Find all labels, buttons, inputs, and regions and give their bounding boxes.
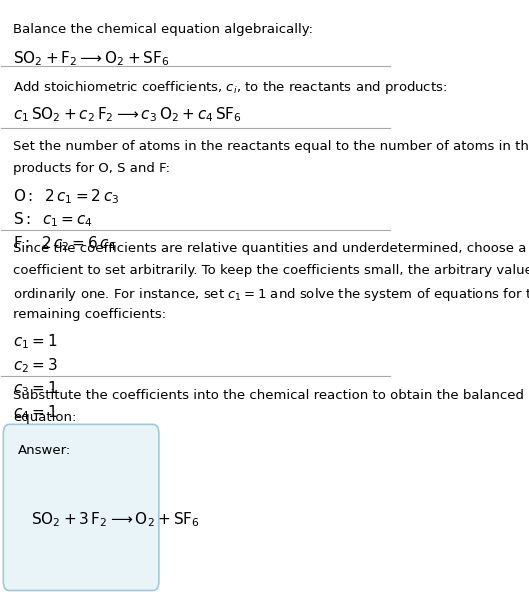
Text: $c_3 = 1$: $c_3 = 1$ [13,379,58,398]
Text: coefficient to set arbitrarily. To keep the coefficients small, the arbitrary va: coefficient to set arbitrarily. To keep … [13,264,529,277]
Text: equation:: equation: [13,411,76,424]
Text: Substitute the coefficients into the chemical reaction to obtain the balanced: Substitute the coefficients into the che… [13,389,524,402]
Text: products for O, S and F:: products for O, S and F: [13,162,170,175]
Text: ordinarily one. For instance, set $c_1 = 1$ and solve the system of equations fo: ordinarily one. For instance, set $c_1 =… [13,286,529,303]
Text: Set the number of atoms in the reactants equal to the number of atoms in the: Set the number of atoms in the reactants… [13,140,529,154]
Text: Answer:: Answer: [17,444,71,457]
FancyBboxPatch shape [3,424,159,591]
Text: $c_1 = 1$: $c_1 = 1$ [13,333,58,351]
Text: $\mathrm{SO_2 + F_2 \longrightarrow O_2 + SF_6}$: $\mathrm{SO_2 + F_2 \longrightarrow O_2 … [13,49,170,67]
Text: Balance the chemical equation algebraically:: Balance the chemical equation algebraica… [13,22,313,36]
Text: $c_4 = 1$: $c_4 = 1$ [13,403,58,422]
Text: $\mathrm{O{:}}\;\;2\,c_1 = 2\,c_3$: $\mathrm{O{:}}\;\;2\,c_1 = 2\,c_3$ [13,187,120,206]
Text: $\mathrm{F{:}}\;\;2\,c_2 = 6\,c_4$: $\mathrm{F{:}}\;\;2\,c_2 = 6\,c_4$ [13,234,116,253]
Text: $\mathrm{SO_2 + 3\,F_2 \longrightarrow O_2 + SF_6}$: $\mathrm{SO_2 + 3\,F_2 \longrightarrow O… [31,510,199,529]
Text: $c_1\,\mathrm{SO_2} + c_2\,\mathrm{F_2} \longrightarrow c_3\,\mathrm{O_2} + c_4\: $c_1\,\mathrm{SO_2} + c_2\,\mathrm{F_2} … [13,105,242,124]
Text: $c_2 = 3$: $c_2 = 3$ [13,356,58,375]
Text: Since the coefficients are relative quantities and underdetermined, choose a: Since the coefficients are relative quan… [13,242,526,256]
Text: remaining coefficients:: remaining coefficients: [13,308,166,321]
Text: $\mathrm{S{:}}\;\;c_1 = c_4$: $\mathrm{S{:}}\;\;c_1 = c_4$ [13,211,93,229]
Text: Add stoichiometric coefficients, $c_i$, to the reactants and products:: Add stoichiometric coefficients, $c_i$, … [13,79,448,96]
